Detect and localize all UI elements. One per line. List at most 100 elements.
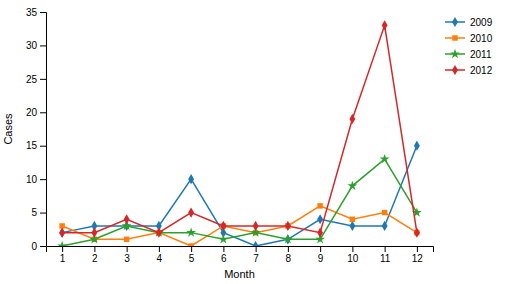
point bbox=[317, 203, 322, 208]
tick-label: 12 bbox=[412, 253, 424, 264]
tick: 7 bbox=[253, 246, 259, 264]
tick: 1 bbox=[60, 246, 66, 264]
point bbox=[283, 234, 293, 243]
plot: 12345678910111205101520253035 bbox=[26, 7, 434, 264]
tick-mark bbox=[127, 246, 128, 252]
point bbox=[285, 221, 291, 231]
point bbox=[156, 228, 162, 238]
tick-mark bbox=[417, 246, 418, 252]
axis-line bbox=[47, 247, 434, 253]
point bbox=[124, 214, 130, 224]
tick: 4 bbox=[157, 246, 163, 264]
point bbox=[349, 221, 355, 231]
point bbox=[218, 234, 228, 243]
y-axis-title: Cases bbox=[2, 113, 14, 145]
series-line bbox=[62, 159, 417, 246]
point bbox=[382, 20, 388, 30]
legend-marker bbox=[450, 49, 460, 58]
tick: 12 bbox=[412, 246, 424, 264]
point bbox=[188, 174, 194, 184]
tick-mark bbox=[40, 112, 46, 113]
tick-label: 7 bbox=[253, 253, 259, 264]
legend-item: 2012 bbox=[445, 65, 493, 76]
point bbox=[188, 243, 193, 246]
point bbox=[91, 228, 97, 238]
tick-mark bbox=[352, 246, 353, 252]
point bbox=[349, 114, 355, 124]
tick-mark bbox=[40, 179, 46, 180]
point bbox=[382, 221, 388, 231]
tick-label: 2 bbox=[92, 253, 98, 264]
tick: 10 bbox=[347, 246, 359, 264]
marks bbox=[57, 20, 422, 246]
point bbox=[59, 228, 65, 238]
legend-marker bbox=[452, 17, 458, 27]
point bbox=[253, 221, 259, 231]
y-axis: 0 5 10 15 20 25 30 35 bbox=[26, 7, 47, 252]
legend-label: 2009 bbox=[470, 17, 493, 28]
point bbox=[317, 228, 323, 238]
series-line bbox=[62, 146, 417, 246]
legend: 2009 2010 2011 2012 bbox=[445, 17, 493, 76]
point bbox=[59, 228, 65, 238]
tick-label: 5 bbox=[31, 207, 37, 218]
point bbox=[382, 210, 387, 215]
tick: 20 bbox=[26, 107, 46, 118]
point bbox=[186, 227, 196, 236]
tick-mark bbox=[385, 246, 386, 252]
axis-line bbox=[40, 13, 47, 247]
tick-mark bbox=[40, 79, 46, 80]
tick: 3 bbox=[124, 246, 130, 264]
tick: 5 bbox=[31, 207, 46, 218]
tick-mark bbox=[62, 246, 63, 252]
point bbox=[57, 241, 67, 246]
legend-item: 2011 bbox=[445, 49, 492, 60]
point bbox=[154, 227, 164, 236]
tick: 25 bbox=[26, 74, 46, 85]
tick: 6 bbox=[221, 246, 227, 264]
legend-item: 2010 bbox=[445, 33, 493, 44]
tick-label: 10 bbox=[347, 253, 359, 264]
tick-label: 20 bbox=[26, 107, 38, 118]
series-line bbox=[62, 25, 417, 232]
legend-label: 2011 bbox=[470, 49, 492, 60]
tick-mark bbox=[288, 246, 289, 252]
tick: 10 bbox=[26, 174, 46, 185]
x-axis-title: Month bbox=[224, 268, 255, 280]
point bbox=[350, 217, 355, 222]
tick: 0 bbox=[31, 241, 46, 252]
tick: 9 bbox=[318, 246, 324, 264]
point bbox=[414, 141, 420, 151]
legend-marker bbox=[452, 65, 458, 75]
tick-label: 0 bbox=[31, 241, 37, 252]
tick-label: 4 bbox=[157, 253, 163, 264]
legend-item: 2009 bbox=[445, 17, 493, 28]
point bbox=[414, 228, 420, 238]
point bbox=[188, 207, 194, 217]
tick: 11 bbox=[380, 246, 391, 264]
point bbox=[347, 181, 357, 190]
tick-label: 10 bbox=[26, 174, 38, 185]
tick-mark bbox=[320, 246, 321, 252]
tick: 30 bbox=[26, 40, 46, 51]
tick-label: 11 bbox=[380, 253, 391, 264]
point bbox=[380, 154, 390, 163]
tick: 2 bbox=[92, 246, 98, 264]
chart: 12345678910111205101520253035MonthCases2… bbox=[0, 0, 505, 284]
tick-mark bbox=[159, 246, 160, 252]
legend-marker bbox=[452, 35, 457, 40]
x-axis: 123456789101112 bbox=[47, 246, 434, 264]
point bbox=[253, 241, 259, 246]
tick-mark bbox=[40, 246, 46, 247]
tick-label: 3 bbox=[124, 253, 130, 264]
tick-label: 30 bbox=[26, 40, 38, 51]
legend-label: 2012 bbox=[470, 65, 493, 76]
tick-label: 25 bbox=[26, 74, 38, 85]
tick-label: 8 bbox=[286, 253, 292, 264]
tick-mark bbox=[94, 246, 95, 252]
tick: 35 bbox=[26, 7, 46, 18]
tick: 8 bbox=[286, 246, 292, 264]
point bbox=[220, 221, 226, 231]
tick: 5 bbox=[189, 246, 195, 264]
tick-label: 15 bbox=[26, 140, 38, 151]
